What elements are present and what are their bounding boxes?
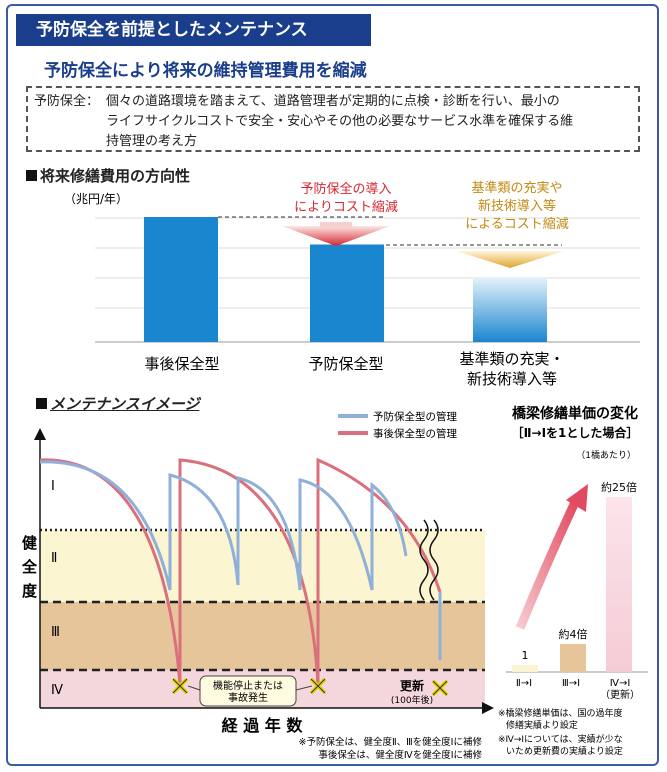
orange-down-arrow-icon <box>456 251 564 268</box>
callout-text: 事故発生 <box>228 691 268 704</box>
cost-category-label: 事後保全型 <box>144 355 219 373</box>
maintenance-chart: 健 全 度 Ⅰ Ⅱ Ⅲ Ⅳ 機能停止または 事故発生 更新 <box>21 410 494 761</box>
callout-pointer <box>187 685 201 691</box>
cost-unit-label: （兆円/年） <box>64 192 128 206</box>
level-label: Ⅲ <box>51 625 60 640</box>
annotation-red: 予防保全の導入 <box>300 181 391 197</box>
callout-pointer <box>295 685 313 691</box>
failure-x-icon <box>171 677 189 695</box>
unit-note: ※Ⅳ→Ⅰについては、実績が少な <box>498 733 623 745</box>
preventive-maintenance-curve <box>39 460 442 660</box>
legend-label: 予防保全型の管理 <box>373 410 457 423</box>
unit-cost-bar <box>560 644 586 672</box>
unit-note: 修繕実績より設定 <box>506 719 578 731</box>
break-mark <box>429 519 439 601</box>
level-label: Ⅳ <box>51 683 63 698</box>
annotation-red: によりコスト縮減 <box>294 199 398 215</box>
callout-text: 機能停止または <box>213 679 283 692</box>
definition-text: 個々の道路環境を踏まえて、道路管理者が定期的に点検・診断を行い、最小の ライフサ… <box>106 92 626 152</box>
unit-note: ※橋梁修繕単価は、国の過年度 <box>498 707 623 719</box>
unit-category-label: Ⅱ→Ⅰ <box>516 678 532 689</box>
increase-arrow-head-icon <box>566 484 588 512</box>
annotation-orange: 基準類の充実や <box>471 180 562 196</box>
page-subtitle: 予防保全により将来の維持管理費用を縮減 <box>44 61 367 81</box>
cost-category-label: 基準類の充実・ <box>459 350 564 368</box>
annotation-orange: によるコスト縮減 <box>465 216 569 232</box>
band-I <box>40 455 485 530</box>
x-axis-arrow-icon <box>482 702 494 714</box>
unit-cost-value-label: 約25倍 <box>601 480 637 494</box>
cost-bar <box>310 244 384 342</box>
unit-cost-heading: 橋梁修繕単価の変化 <box>512 405 638 422</box>
unit-cost-chart: 橋梁修繕単価の変化 ［Ⅱ→Ⅰを1とした場合］ （1橋あたり） 1約4倍約25倍 … <box>498 405 648 757</box>
definition-label: 予防保全： <box>34 94 100 109</box>
renewal-label: 更新 <box>400 678 424 693</box>
unit-cost-per: （1橋あたり） <box>576 449 636 461</box>
failure-x-icon <box>309 677 327 695</box>
definition-box: 予防保全： 個々の道路環境を踏まえて、道路管理者が定期的に点検・診断を行い、最小… <box>26 86 640 152</box>
maint-note: 事後保全は、健全度Ⅳを健全度Ⅰに補修 <box>318 749 482 761</box>
definition-line: 持管理の考え方 <box>106 134 198 149</box>
unit-cost-subheading: ［Ⅱ→Ⅰを1とした場合］ <box>512 425 639 440</box>
cost-chart: （兆円/年） 予防保全の導入 によりコスト縮減 基準類の充実や 新技術導入等 に… <box>64 180 640 388</box>
cost-category-label: 予防保全型 <box>308 355 383 373</box>
y-axis-label: 全 <box>21 558 38 576</box>
x-axis-label: 経 過 年 数 <box>222 716 304 735</box>
unit-category-label: Ⅳ→Ⅰ <box>610 678 631 689</box>
unit-category-label: Ⅲ→Ⅰ <box>562 678 580 689</box>
heading-square-icon <box>36 398 47 409</box>
band-II <box>40 530 485 602</box>
legend-label: 事後保全型の管理 <box>373 427 457 440</box>
cost-section-heading: 将来修繕費用の方向性 <box>26 165 190 186</box>
break-mark <box>419 519 429 601</box>
unit-cost-bar <box>606 497 632 672</box>
definition-line: 個々の道路環境を踏まえて、道路管理者が定期的に点検・診断を行い、最小の <box>106 94 560 109</box>
unit-note: いため更新費の実績より設定 <box>506 745 623 757</box>
level-label: Ⅱ <box>51 551 57 566</box>
increase-arrow <box>515 498 581 630</box>
red-down-arrow-icon <box>282 226 390 246</box>
unit-cost-value-label: 約4倍 <box>559 627 588 641</box>
cost-bar <box>473 277 547 342</box>
unit-cost-bar <box>512 665 538 672</box>
maint-note: ※予防保全は、健全度Ⅱ、Ⅲを健全度Ⅰに補修 <box>299 736 483 748</box>
level-label: Ⅰ <box>51 479 55 494</box>
unit-category-note: （更新） <box>600 688 640 701</box>
heading-square-icon <box>26 170 37 181</box>
y-axis-arrow-icon <box>34 428 46 440</box>
cost-category-label: 新技術導入等 <box>467 370 557 388</box>
annotation-orange: 新技術導入等 <box>478 198 556 214</box>
red-arrow-stem <box>320 222 352 228</box>
definition-line: ライフサイクルコストで安全・安心やその他の必要なサービス水準を確保する維 <box>106 114 574 129</box>
renewal-note: (100年後) <box>391 694 433 706</box>
band-III <box>40 602 485 670</box>
y-axis-label: 度 <box>22 582 38 600</box>
callout-box <box>199 675 297 707</box>
reactive-maintenance-curve <box>39 457 442 685</box>
unit-cost-value-label: 1 <box>522 649 529 662</box>
maint-section-heading: メンテナンスイメージ <box>36 393 199 414</box>
y-axis-label: 健 <box>22 534 37 552</box>
cost-bar <box>144 217 218 342</box>
page-title: 予防保全を前提としたメンテナンス <box>16 14 371 46</box>
renewal-x-icon <box>431 679 449 697</box>
